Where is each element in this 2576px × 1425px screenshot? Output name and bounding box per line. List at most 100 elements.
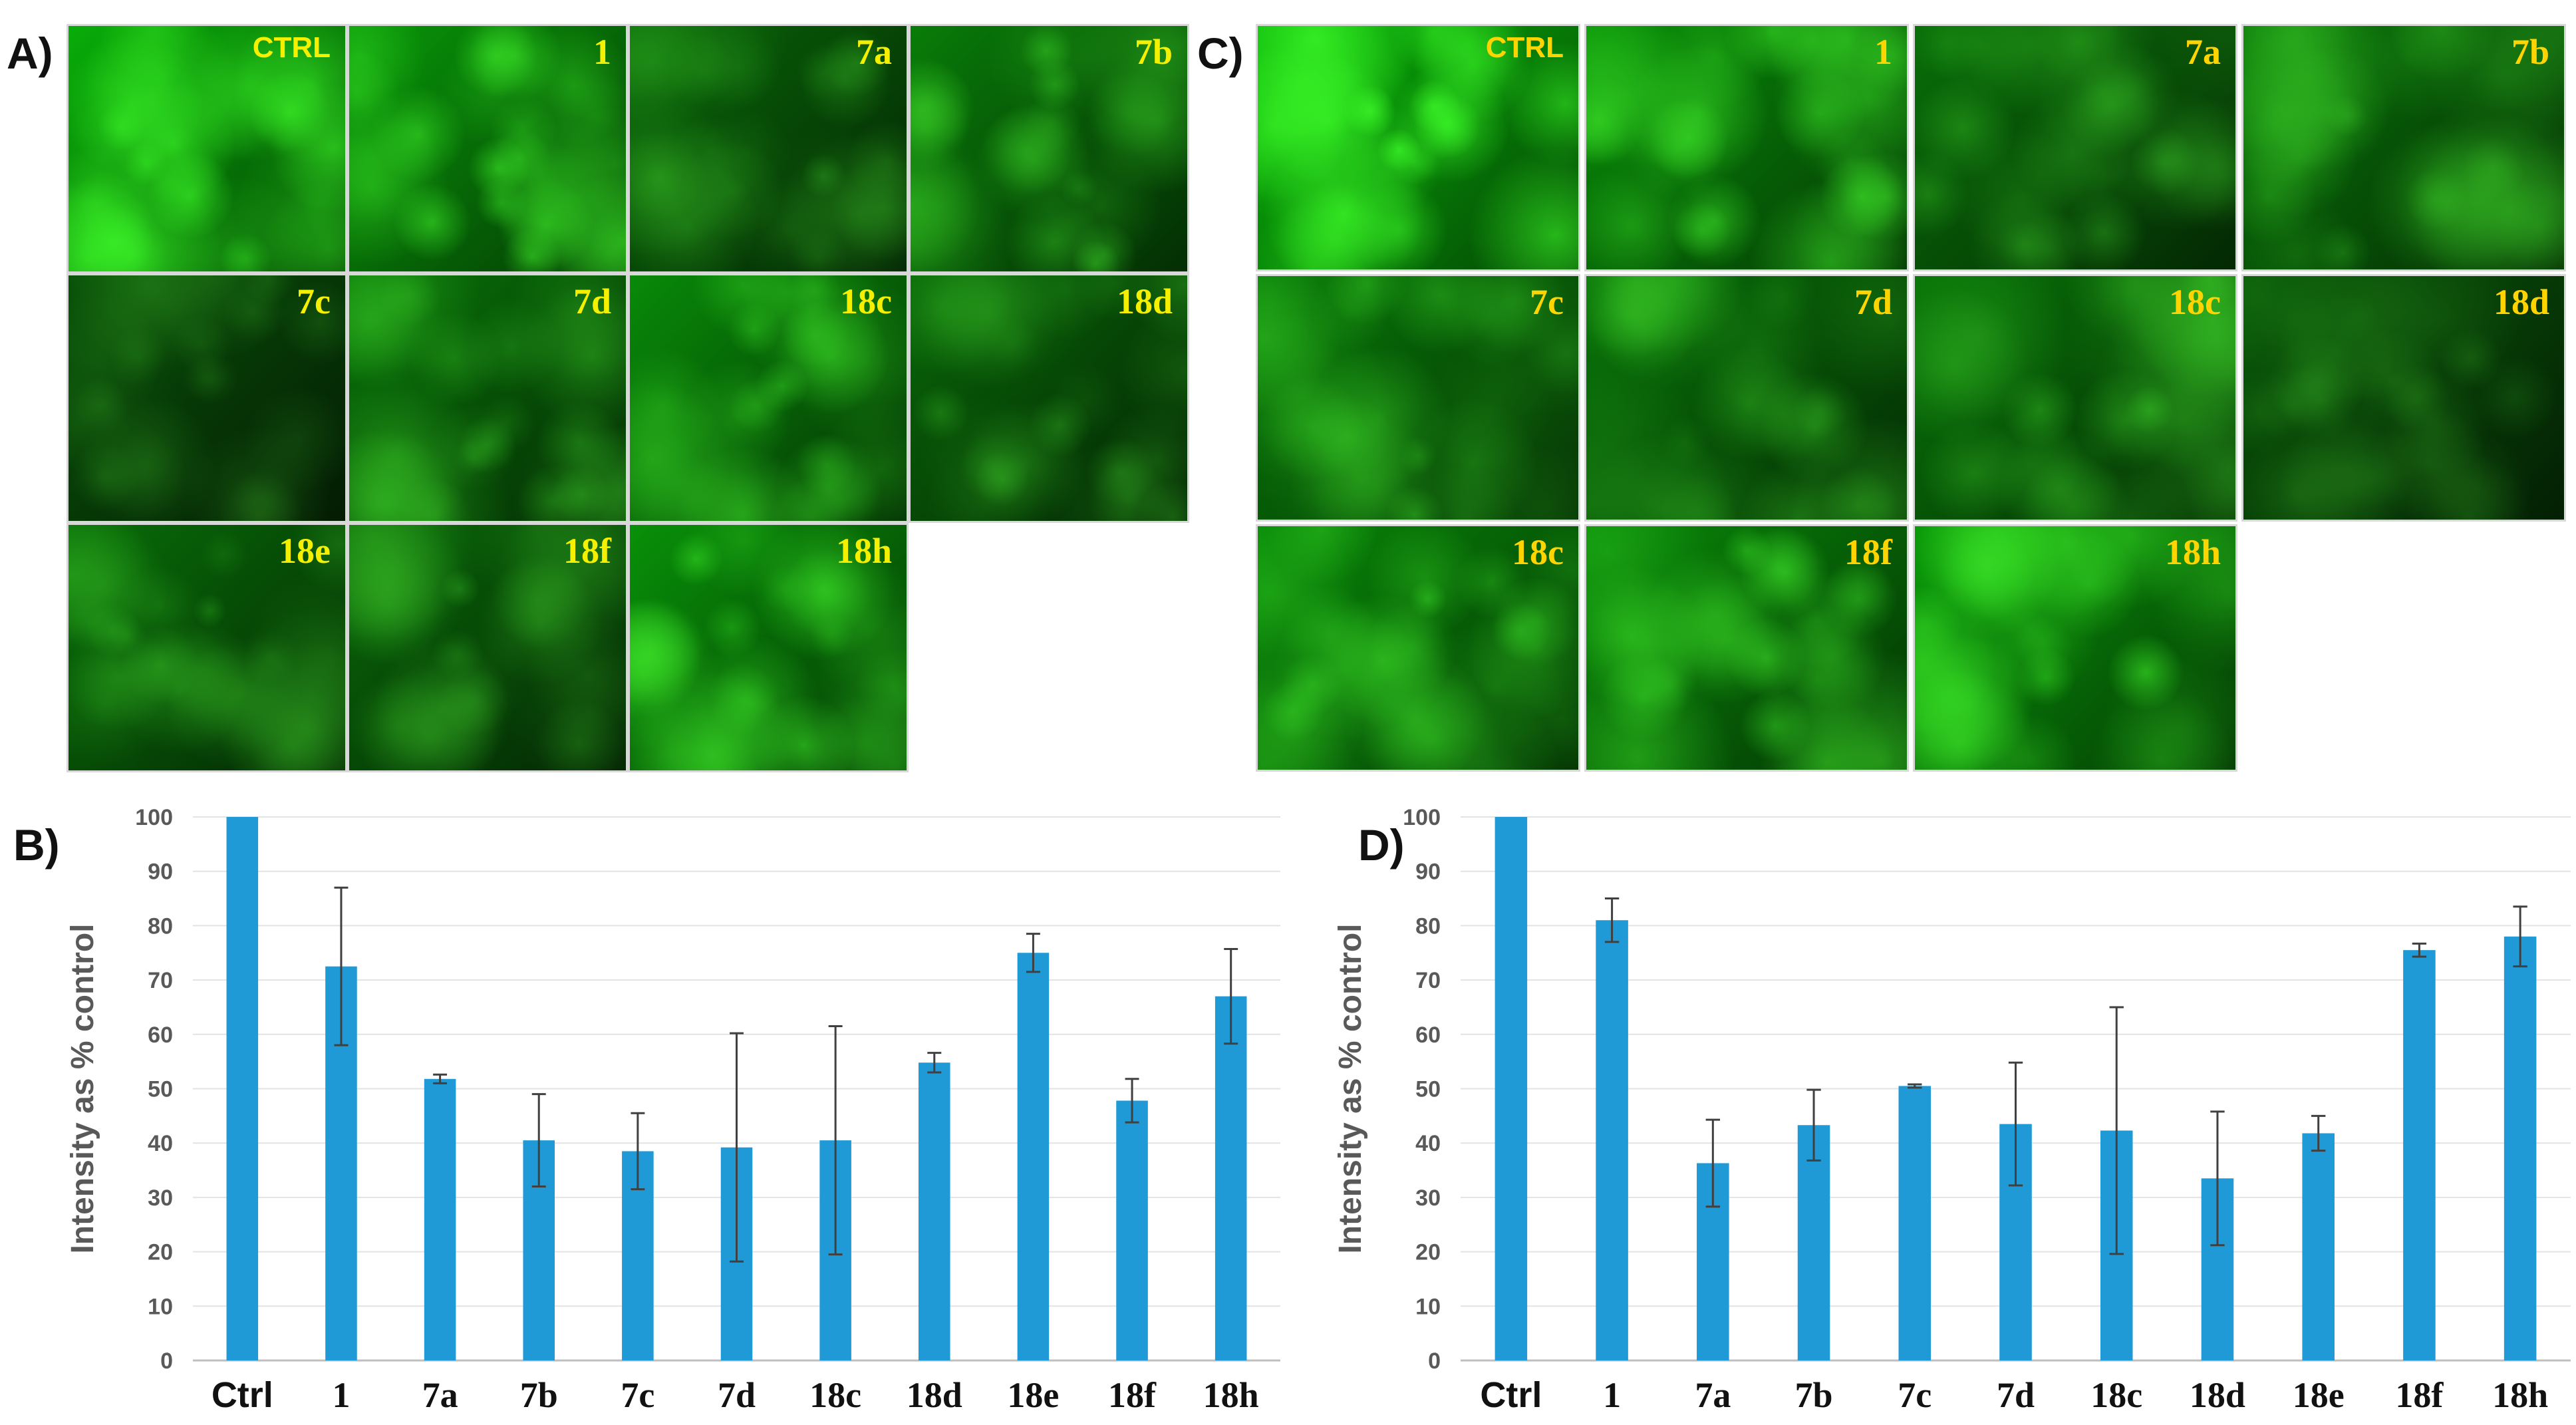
y-tick-label: 60 [1415,1023,1441,1048]
micrograph-a-label: 7c [297,281,331,321]
x-category-label: 18h [1203,1375,1259,1415]
micrograph-a-tile: 7c [67,273,347,523]
y-tick-label: 0 [1428,1348,1441,1374]
micrograph-a-label: 18e [279,531,331,571]
bar [2302,1133,2335,1360]
x-category-label: 18e [2293,1375,2345,1415]
y-tick-label: 60 [148,1023,173,1048]
y-tick-label: 70 [1415,968,1441,993]
y-axis-title: Intensity as % control [65,923,100,1253]
bar [226,817,259,1360]
micrograph-a-tile: 1 [347,24,628,273]
x-category-label: 7a [422,1375,458,1415]
x-category-label: 18d [907,1375,962,1415]
panel-b-label: B) [13,820,60,870]
bar [1797,1125,1830,1360]
y-tick-label: 10 [1415,1294,1441,1319]
micrograph-grid-c: CTRL 1 7a 7b 7c 7d 18c 18d 18c 18f 18h [1256,24,2576,776]
micrograph-a-label: 7b [1134,32,1173,72]
bar [1215,996,1247,1360]
bar [2504,936,2537,1360]
bar [2403,950,2436,1360]
micrograph-a-label: 1 [593,32,611,72]
micrograph-a-tile: CTRL [67,24,347,273]
panel-d-label: D) [1358,820,1405,870]
bar [1596,920,1628,1360]
micrograph-c-label: 18c [1512,532,1564,572]
micrograph-c-label: 18c [2169,282,2221,322]
bar [1495,817,1528,1360]
bar [1017,953,1050,1360]
micrograph-c-tile: CTRL [1256,24,1580,271]
micrograph-a-tile: 18f [347,523,628,772]
x-category-label: 18d [2190,1375,2245,1415]
micrograph-a-tile: 7a [628,24,909,273]
micrograph-c-label: 7c [1530,282,1564,322]
micrograph-c-tile: 7a [1913,24,2237,271]
micrograph-c-tile: 7c [1256,274,1580,522]
micrograph-c-label: 7b [2511,32,2549,72]
y-tick-label: 30 [1415,1186,1441,1211]
micrograph-a-tile: 18c [628,273,909,523]
y-tick-label: 20 [148,1240,173,1265]
x-category-label: 18f [1108,1375,1157,1415]
y-tick-label: 20 [1415,1240,1441,1265]
x-category-label: 18f [2395,1375,2444,1415]
x-category-label: 18h [2492,1375,2548,1415]
y-tick-label: 30 [148,1186,173,1211]
x-category-label: 7d [718,1375,756,1415]
x-category-label: 7b [1795,1375,1833,1415]
y-tick-label: 90 [1415,860,1441,885]
panel-a-label: A) [7,29,53,78]
micrograph-c-tile: 18f [1584,524,1909,772]
micrograph-c-tile: 18c [1256,524,1580,772]
micrograph-a-tile: 7d [347,273,628,523]
micrograph-a-label: 7d [573,281,611,321]
micrograph-c-label: 18h [2164,532,2221,572]
micrograph-a-label: CTRL [252,31,331,64]
x-category-label: 7d [1997,1375,2035,1415]
bar [1898,1086,1932,1360]
y-axis-title: Intensity as % control [1333,923,1368,1253]
y-tick-label: 0 [160,1348,173,1374]
micrograph-a-label: 18d [1116,281,1173,321]
x-category-label: 18c [809,1375,861,1415]
y-tick-label: 50 [148,1077,173,1102]
bar-chart-b: 0 10 20 30 40 50 60 70 80 90 100 Intensity as % con… [65,805,1280,1415]
y-tick-label: 100 [135,805,173,830]
micrograph-a-label: 7a [856,32,892,72]
micrograph-c-tile: 7d [1584,274,1909,522]
micrograph-a-tile: 18e [67,523,347,772]
y-tick-label: 80 [148,913,173,939]
micrograph-a-label: 18f [563,531,611,571]
x-category-label: 7a [1695,1375,1731,1415]
y-tick-label: 40 [1415,1131,1441,1156]
y-tick-label: 80 [1415,913,1441,939]
micrograph-c-tile: 18h [1913,524,2237,772]
micrograph-c-tile: 7b [2241,24,2566,271]
y-tick-label: 50 [1415,1077,1441,1102]
bar-chart-d: 0 10 20 30 40 50 60 70 80 90 100 Intensity as % con… [1333,805,2571,1415]
micrograph-a-label: 18h [835,531,892,571]
micrograph-c-tile: 1 [1584,24,1909,271]
y-tick-label: 40 [148,1131,173,1156]
x-category-label: 7c [621,1375,654,1415]
y-tick-label: 70 [148,968,173,993]
bar [918,1062,950,1360]
y-tick-label: 90 [148,860,173,885]
y-tick-label: 10 [148,1294,173,1319]
micrograph-a-tile: 18d [909,273,1189,523]
micrograph-a-tile: 7b [909,24,1189,273]
x-category-label: 1 [1603,1375,1621,1415]
micrograph-c-tile: 18d [2241,274,2566,522]
micrograph-grid-a: CTRL 1 7a 7b 7c 7d 18c 18d 18e 18f 18h [67,24,1211,776]
x-category-label: Ctrl [212,1375,273,1415]
micrograph-c-label: 7a [2185,32,2221,72]
y-tick-label: 100 [1403,805,1441,830]
micrograph-c-label: CTRL [1485,31,1564,64]
x-category-label: 1 [332,1375,350,1415]
micrograph-c-tile: 18c [1913,274,2237,522]
micrograph-c-label: 1 [1874,32,1892,72]
micrograph-c-label: 18d [2493,282,2549,322]
x-category-label: 7c [1898,1375,1932,1415]
